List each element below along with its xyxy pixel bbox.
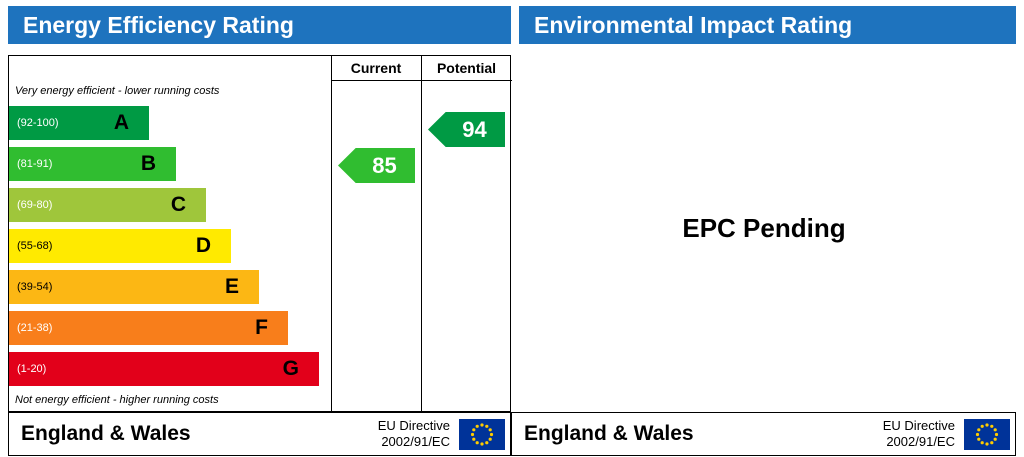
band-d: (55-68) D	[9, 229, 231, 263]
eu-flag-icon	[459, 418, 505, 450]
potential-column-header: Potential	[436, 60, 497, 76]
band-c: (69-80) C	[9, 188, 206, 222]
left-footer: England & Wales EU Directive 2002/91/EC	[8, 412, 511, 456]
epc-pending-text: EPC Pending	[682, 213, 846, 243]
band-b-range: (81-91)	[17, 158, 53, 170]
current-column-header: Current	[350, 60, 402, 76]
current-rating-value: 85	[372, 152, 397, 178]
band-d-letter: D	[195, 234, 211, 257]
band-e: (39-54) E	[9, 270, 259, 304]
top-note: Very energy efficient - lower running co…	[15, 85, 220, 97]
band-g-letter: G	[282, 357, 299, 380]
right-footer: England & Wales EU Directive 2002/91/EC	[511, 412, 1016, 456]
energy-efficiency-chart: Current Potential Very energy efficient …	[8, 55, 512, 412]
energy-efficiency-title-bar: Energy Efficiency Rating	[8, 6, 511, 44]
eu-directive-line1: EU Directive	[377, 418, 450, 434]
band-e-letter: E	[224, 275, 239, 298]
band-f-range: (21-38)	[17, 322, 53, 334]
energy-efficiency-title: Energy Efficiency Rating	[23, 11, 294, 38]
band-f-letter: F	[255, 316, 268, 339]
band-b-letter: B	[140, 152, 156, 175]
column-divider	[421, 56, 422, 411]
band-a: (92-100) A	[9, 106, 149, 140]
band-f: (21-38) F	[9, 311, 288, 345]
environmental-impact-body: EPC Pending	[512, 45, 1016, 412]
eu-flag-icon	[964, 418, 1010, 450]
region-label: England & Wales	[21, 422, 191, 445]
environmental-impact-title-bar: Environmental Impact Rating	[519, 6, 1016, 44]
band-d-range: (55-68)	[17, 240, 53, 252]
eu-directive-line2: 2002/91/EC	[886, 434, 955, 449]
eu-directive-label: EU Directive 2002/91/EC	[883, 418, 964, 449]
band-g-range: (1-20)	[17, 363, 47, 375]
environmental-impact-title: Environmental Impact Rating	[534, 11, 853, 38]
column-header-underline	[331, 80, 512, 81]
bottom-note: Not energy efficient - higher running co…	[15, 394, 219, 406]
band-g: (1-20) G	[9, 352, 319, 386]
band-a-range: (92-100)	[17, 117, 59, 129]
band-a-letter: A	[113, 111, 129, 134]
eu-directive-line2: 2002/91/EC	[381, 434, 450, 449]
band-e-range: (39-54)	[17, 281, 53, 293]
potential-rating-arrow: 94	[428, 112, 505, 147]
region-label: England & Wales	[524, 422, 694, 445]
band-b: (81-91) B	[9, 147, 176, 181]
column-divider	[331, 56, 332, 411]
current-rating-arrow: 85	[338, 148, 415, 183]
band-c-letter: C	[170, 193, 186, 216]
eu-directive-line1: EU Directive	[882, 418, 955, 434]
band-c-range: (69-80)	[17, 199, 53, 211]
eu-directive-label: EU Directive 2002/91/EC	[378, 418, 459, 449]
potential-rating-value: 94	[462, 116, 487, 142]
